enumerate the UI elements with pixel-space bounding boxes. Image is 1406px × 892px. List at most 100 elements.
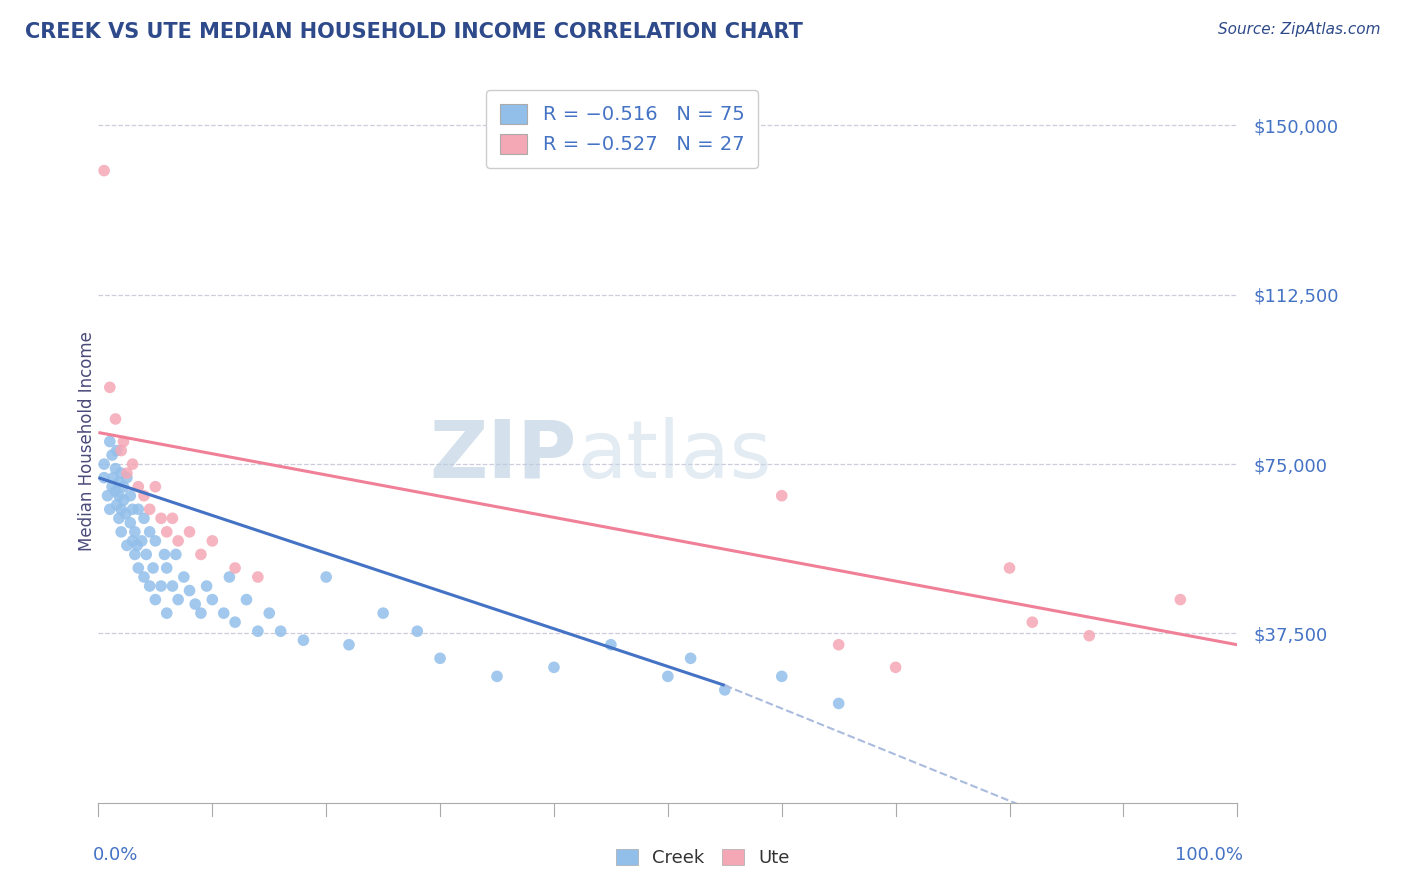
Point xyxy=(103,470,125,484)
Point xyxy=(828,697,851,711)
Point xyxy=(96,489,118,503)
Point xyxy=(110,502,132,516)
Text: CREEK VS UTE MEDIAN HOUSEHOLD INCOME CORRELATION CHART: CREEK VS UTE MEDIAN HOUSEHOLD INCOME COR… xyxy=(25,22,803,42)
Point xyxy=(156,561,179,575)
Point xyxy=(120,489,142,503)
Point xyxy=(138,524,160,539)
Point xyxy=(486,669,509,683)
Point xyxy=(124,548,146,562)
Point xyxy=(101,480,124,494)
Point xyxy=(153,548,176,562)
Text: ZIP: ZIP xyxy=(429,417,576,495)
Point xyxy=(145,592,167,607)
Point xyxy=(93,457,115,471)
Point xyxy=(127,561,149,575)
Point xyxy=(543,660,565,674)
Point xyxy=(884,660,907,674)
Point xyxy=(145,480,167,494)
Legend: R = −0.516   N = 75, R = −0.527   N = 27: R = −0.516 N = 75, R = −0.527 N = 27 xyxy=(486,90,758,168)
Point xyxy=(679,651,702,665)
Point xyxy=(218,570,240,584)
Point xyxy=(132,511,155,525)
Point xyxy=(112,493,135,508)
Point xyxy=(121,457,143,471)
Point xyxy=(770,489,793,503)
Point xyxy=(127,480,149,494)
Point xyxy=(179,583,201,598)
Point xyxy=(112,434,135,449)
Point xyxy=(600,638,623,652)
Point xyxy=(224,615,246,630)
Point xyxy=(132,489,155,503)
Point xyxy=(770,669,793,683)
Point xyxy=(224,561,246,575)
Point xyxy=(259,606,281,620)
Y-axis label: Median Household Income: Median Household Income xyxy=(79,332,96,551)
Point xyxy=(714,682,737,697)
Point xyxy=(998,561,1021,575)
Point xyxy=(112,480,135,494)
Point xyxy=(135,548,157,562)
Point xyxy=(201,533,224,548)
Point xyxy=(131,533,153,548)
Point xyxy=(115,470,138,484)
Point xyxy=(162,511,184,525)
Point xyxy=(150,579,173,593)
Point xyxy=(93,470,115,484)
Point xyxy=(108,511,131,525)
Point xyxy=(101,448,124,462)
Point xyxy=(121,533,143,548)
Point xyxy=(120,516,142,530)
Point xyxy=(104,484,127,499)
Point xyxy=(165,548,187,562)
Point xyxy=(184,597,207,611)
Point xyxy=(828,638,851,652)
Point xyxy=(315,570,337,584)
Point xyxy=(127,538,149,552)
Point xyxy=(132,570,155,584)
Point xyxy=(195,579,218,593)
Point xyxy=(429,651,451,665)
Point xyxy=(1078,629,1101,643)
Point xyxy=(115,466,138,480)
Point xyxy=(98,380,121,394)
Text: atlas: atlas xyxy=(576,417,770,495)
Point xyxy=(142,561,165,575)
Point xyxy=(173,570,195,584)
Point xyxy=(162,579,184,593)
Point xyxy=(235,592,257,607)
Point xyxy=(246,624,269,639)
Point xyxy=(93,163,115,178)
Point xyxy=(138,502,160,516)
Point xyxy=(246,570,269,584)
Point xyxy=(104,412,127,426)
Point xyxy=(337,638,360,652)
Text: 100.0%: 100.0% xyxy=(1175,847,1243,864)
Point xyxy=(105,498,128,512)
Point xyxy=(657,669,679,683)
Point xyxy=(114,507,136,521)
Text: Source: ZipAtlas.com: Source: ZipAtlas.com xyxy=(1218,22,1381,37)
Point xyxy=(179,524,201,539)
Point xyxy=(1021,615,1043,630)
Point xyxy=(110,443,132,458)
Point xyxy=(292,633,315,648)
Point xyxy=(104,461,127,475)
Point xyxy=(190,548,212,562)
Point xyxy=(150,511,173,525)
Point xyxy=(212,606,235,620)
Point xyxy=(1170,592,1192,607)
Point xyxy=(156,524,179,539)
Point xyxy=(110,524,132,539)
Point xyxy=(108,489,131,503)
Point xyxy=(98,502,121,516)
Point xyxy=(115,538,138,552)
Point xyxy=(105,443,128,458)
Point xyxy=(190,606,212,620)
Point xyxy=(167,533,190,548)
Point xyxy=(145,533,167,548)
Point xyxy=(167,592,190,607)
Point xyxy=(371,606,394,620)
Point xyxy=(110,466,132,480)
Point xyxy=(406,624,429,639)
